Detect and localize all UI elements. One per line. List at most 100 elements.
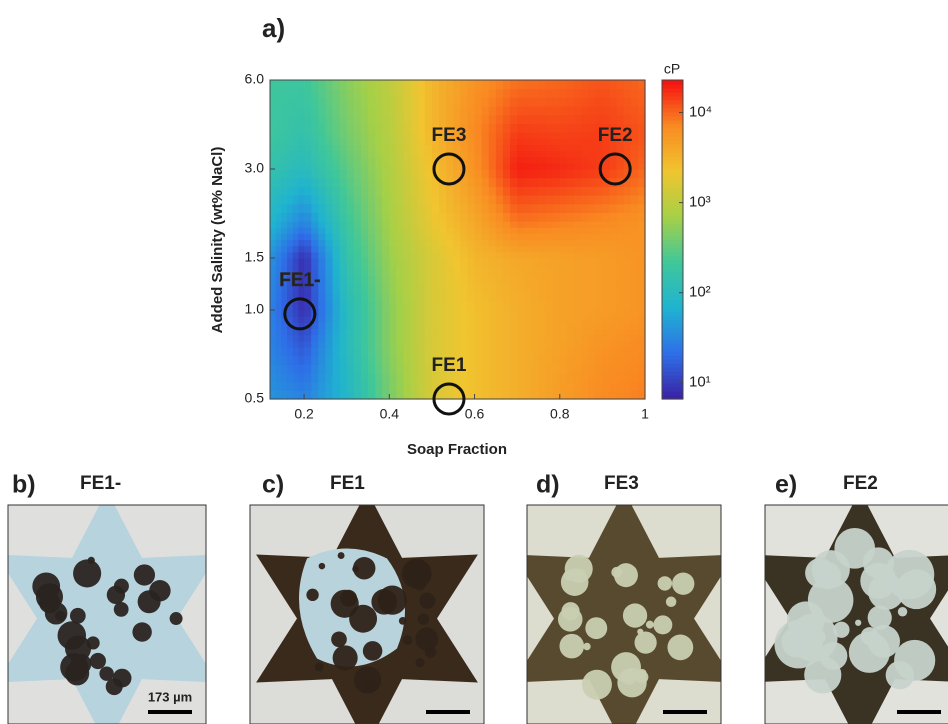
contour-cell xyxy=(339,195,348,205)
contour-cell xyxy=(298,316,305,323)
contour-cell xyxy=(346,195,355,205)
contour-cell xyxy=(595,233,603,241)
contour-cell xyxy=(474,221,483,228)
contour-cell xyxy=(573,221,582,228)
contour-cell xyxy=(538,132,547,139)
contour-cell xyxy=(396,227,405,234)
contour-cell xyxy=(389,257,398,268)
contour-cell xyxy=(446,340,454,348)
contour-cell xyxy=(375,212,383,222)
colorbar-gradient xyxy=(662,159,683,165)
contour-cell xyxy=(588,372,596,383)
contour-cell xyxy=(538,322,547,330)
contour-cell xyxy=(623,97,632,107)
contour-cell xyxy=(552,227,561,234)
contour-cell xyxy=(292,275,300,285)
contour-cell xyxy=(495,364,504,374)
contour-cell xyxy=(474,283,483,294)
contour-cell xyxy=(360,227,369,234)
contour-cell xyxy=(552,162,561,170)
contour-cell xyxy=(566,310,575,317)
contour-cell xyxy=(292,251,300,259)
contour-cell xyxy=(481,340,490,348)
contour-cell xyxy=(531,251,540,259)
contour-cell xyxy=(311,301,319,311)
contour-cell xyxy=(538,227,547,234)
contour-cell xyxy=(292,283,300,294)
contour-cell xyxy=(531,346,540,357)
contour-cell xyxy=(460,212,469,222)
contour-cell xyxy=(524,80,532,90)
contour-cell xyxy=(287,372,294,383)
contour-cell xyxy=(474,355,483,365)
contour-cell xyxy=(424,195,433,205)
contour-cell xyxy=(595,123,603,133)
contour-cell xyxy=(630,156,639,164)
contour-cell xyxy=(360,316,369,323)
colorbar-gradient xyxy=(662,231,683,237)
contour-cell xyxy=(339,150,348,158)
contour-cell xyxy=(460,233,469,241)
contour-cell xyxy=(573,195,582,205)
contour-cell xyxy=(566,346,575,357)
contour-cell xyxy=(467,114,476,124)
contour-cell xyxy=(424,221,433,228)
contour-cell xyxy=(481,177,490,187)
contour-cell xyxy=(510,316,518,323)
contour-cell xyxy=(298,239,305,247)
contour-cell xyxy=(396,114,405,124)
contour-cell xyxy=(559,150,568,158)
contour-cell xyxy=(616,203,625,213)
contour-cell xyxy=(595,239,603,247)
contour-cell xyxy=(275,372,282,383)
contour-cell xyxy=(304,266,312,276)
contour-cell xyxy=(453,334,461,342)
contour-cell xyxy=(424,275,433,285)
contour-cell xyxy=(382,322,390,330)
contour-cell xyxy=(287,195,294,205)
contour-cell xyxy=(318,186,326,196)
contour-cell xyxy=(566,334,575,342)
contour-cell xyxy=(545,80,554,90)
contour-cell xyxy=(609,266,618,276)
contour-cell xyxy=(353,88,362,98)
contour-cell xyxy=(396,80,405,90)
contour-cell xyxy=(292,144,300,152)
colorbar-gradient xyxy=(662,387,683,392)
contour-cell xyxy=(531,381,540,391)
contour-cell xyxy=(389,114,398,124)
contour-cell xyxy=(318,355,326,365)
contour-cell xyxy=(396,212,405,222)
contour-cell xyxy=(581,322,589,330)
contour-cell xyxy=(481,328,490,336)
contour-cell xyxy=(382,239,390,247)
contour-cell xyxy=(382,390,390,400)
contour-cell xyxy=(637,144,646,152)
contour-cell xyxy=(524,97,532,107)
contour-cell xyxy=(481,334,490,342)
contour-cell xyxy=(353,292,362,302)
contour-cell xyxy=(595,221,603,228)
contour-cell xyxy=(410,283,419,294)
colorbar-gradient xyxy=(662,259,683,265)
contour-cell xyxy=(481,257,490,268)
contour-cell xyxy=(616,372,625,383)
contour-cell xyxy=(595,114,603,124)
contour-cell xyxy=(446,372,454,383)
contour-cell xyxy=(495,150,504,158)
contour-cell xyxy=(510,88,518,98)
contour-cell xyxy=(410,233,419,241)
contour-cell xyxy=(545,364,554,374)
contour-cell xyxy=(403,80,412,90)
contour-cell xyxy=(424,251,433,259)
contour-cell xyxy=(275,275,282,285)
contour-cell xyxy=(538,162,547,170)
contour-cell xyxy=(311,80,319,90)
contour-cell xyxy=(325,227,334,234)
x-axis-label: Soap Fraction xyxy=(407,441,507,458)
contour-cell xyxy=(517,381,525,391)
contour-cell xyxy=(368,132,376,139)
contour-cell xyxy=(495,310,504,317)
sample-marker xyxy=(432,152,466,186)
contour-cell xyxy=(270,156,277,164)
